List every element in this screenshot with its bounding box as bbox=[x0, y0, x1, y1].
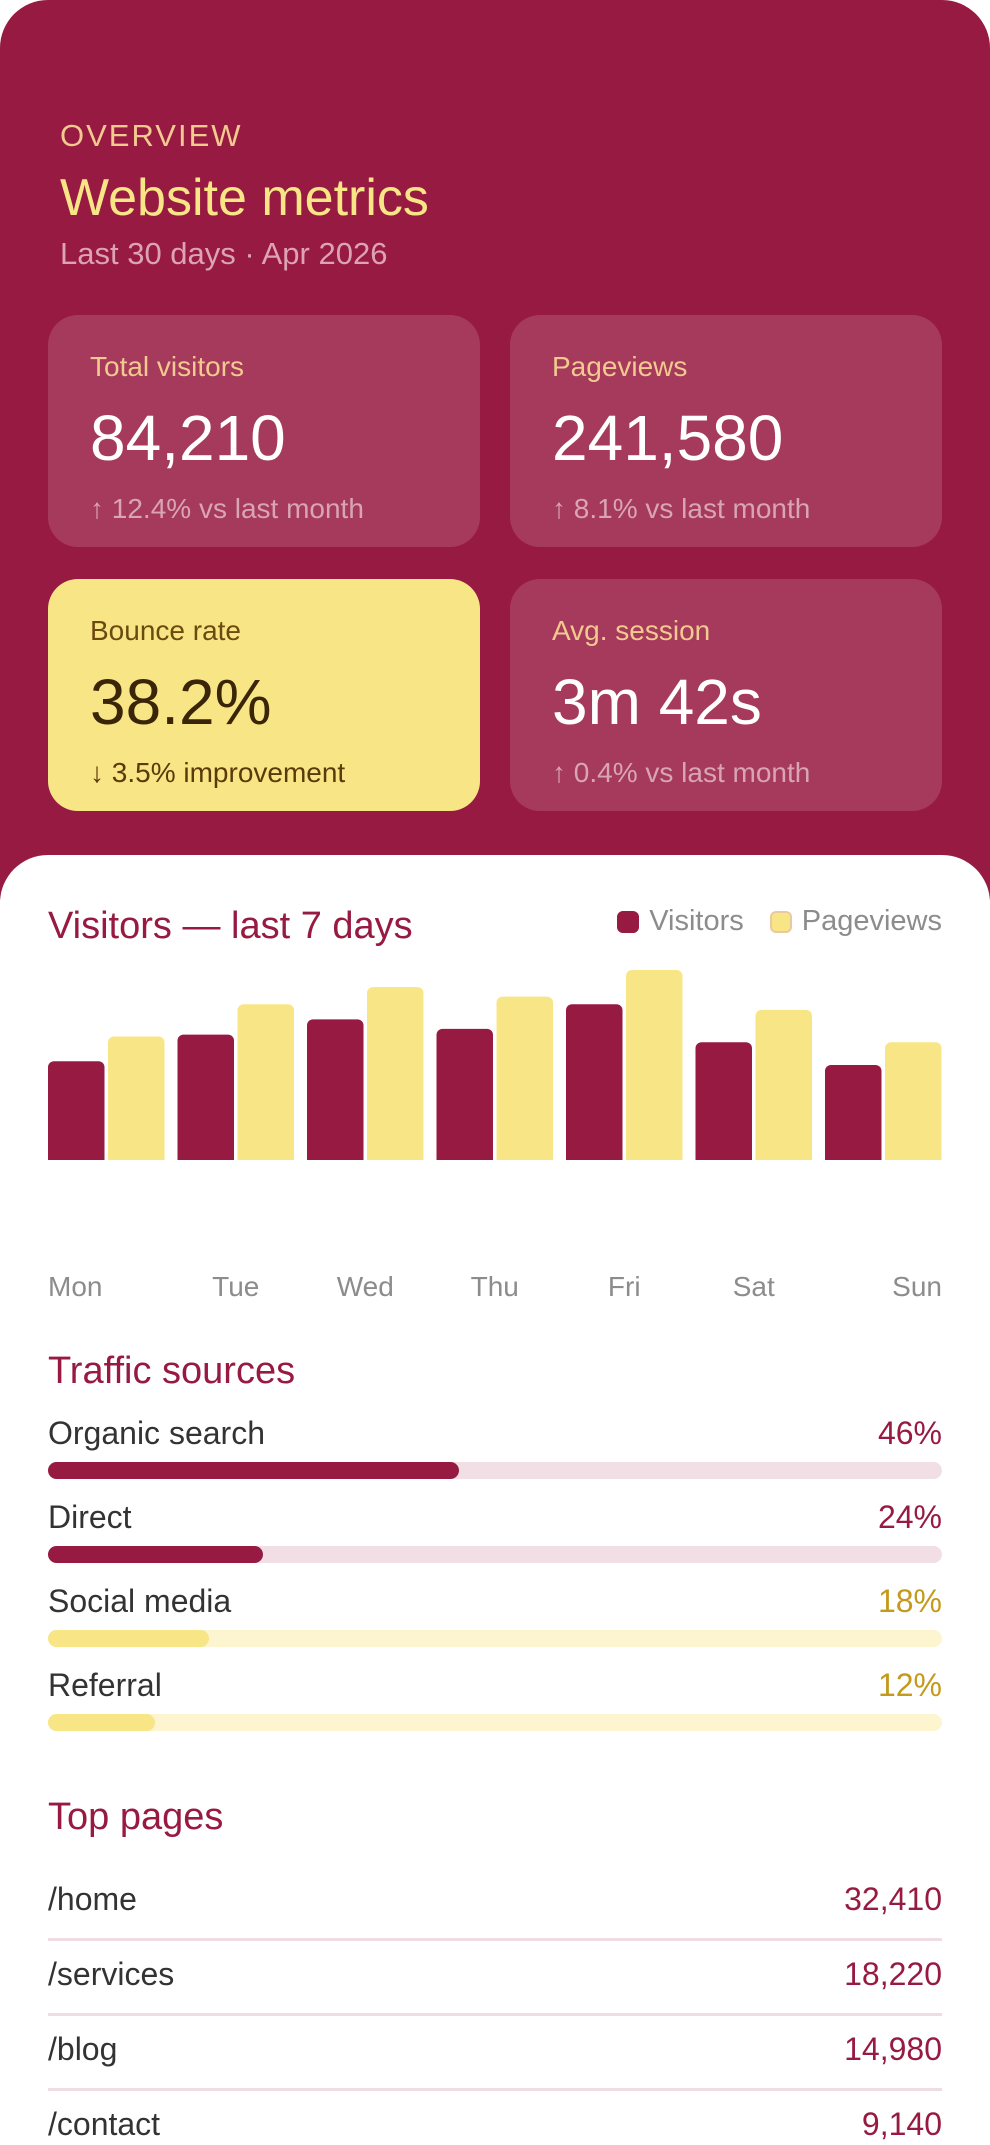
details-sheet: Visitors — last 7 days Visitors Pageview… bbox=[0, 855, 990, 2145]
source-percent: 24% bbox=[877, 1499, 942, 1535]
bar-visitors-sun bbox=[825, 1065, 882, 1160]
legend-label: Pageviews bbox=[801, 905, 942, 937]
traffic-source-row: Referral 12% bbox=[48, 1667, 942, 1731]
date-range-label: Last 30 days · Apr 2026 bbox=[60, 236, 388, 271]
page-count: 18,220 bbox=[844, 1956, 942, 1992]
stat-card-bounce-rate[interactable]: Bounce rate 38.2% ↓ 3.5% improvement bbox=[48, 579, 480, 811]
legend-swatch-pageviews bbox=[769, 910, 792, 933]
bar-pageviews-sun bbox=[885, 1042, 942, 1160]
stat-value: 3m 42s bbox=[552, 666, 762, 738]
bar-pageviews-fri bbox=[626, 970, 683, 1160]
source-name: Direct bbox=[48, 1499, 132, 1535]
source-progress-fill bbox=[48, 1630, 209, 1647]
stat-label: Total visitors bbox=[90, 351, 245, 382]
bar-visitors-wed bbox=[307, 1019, 364, 1160]
page-path: /home bbox=[48, 1881, 137, 1917]
stat-label: Bounce rate bbox=[90, 615, 241, 646]
chart-title: Visitors — last 7 days bbox=[48, 905, 413, 947]
source-percent: 12% bbox=[877, 1667, 942, 1703]
overview-header: OVERVIEW Website metrics Last 30 days · … bbox=[0, 0, 990, 900]
legend-item-visitors: Visitors bbox=[617, 905, 744, 938]
top-pages-title: Top pages bbox=[48, 1796, 224, 1838]
eyebrow-label: OVERVIEW bbox=[60, 118, 243, 153]
stat-label: Pageviews bbox=[552, 351, 688, 382]
traffic-source-row: Organic search 46% bbox=[48, 1415, 942, 1479]
source-progress-fill bbox=[48, 1546, 263, 1563]
source-progress-track bbox=[48, 1546, 942, 1563]
bar-pageviews-sat bbox=[755, 1009, 812, 1160]
source-progress-fill bbox=[48, 1462, 460, 1479]
page-count: 32,410 bbox=[844, 1881, 942, 1917]
page-count: 9,140 bbox=[861, 2106, 942, 2142]
page-title: Website metrics bbox=[60, 169, 429, 227]
source-progress-fill bbox=[48, 1714, 156, 1731]
bar-pageviews-wed bbox=[367, 987, 424, 1160]
source-name: Social media bbox=[48, 1583, 232, 1619]
stat-label: Avg. session bbox=[552, 615, 711, 646]
source-name: Organic search bbox=[48, 1415, 265, 1451]
legend-item-pageviews: Pageviews bbox=[769, 905, 942, 938]
traffic-sources-title: Traffic sources bbox=[48, 1350, 296, 1392]
chart-legend: Visitors Pageviews bbox=[617, 905, 942, 938]
page-path: /blog bbox=[48, 2031, 118, 2067]
source-percent: 46% bbox=[877, 1415, 942, 1451]
traffic-source-row: Social media 18% bbox=[48, 1583, 942, 1647]
x-tick-label: Thu bbox=[470, 1271, 519, 1302]
bar-visitors-mon bbox=[48, 1061, 105, 1160]
source-progress-track bbox=[48, 1714, 942, 1731]
page-path: /contact bbox=[48, 2106, 161, 2142]
stat-value: 241,580 bbox=[552, 402, 784, 474]
top-page-row[interactable]: /home 32,410 bbox=[48, 1863, 942, 1941]
stat-card-pageviews[interactable]: Pageviews 241,580 ↑ 8.1% vs last month bbox=[510, 315, 942, 547]
stat-value: 38.2% bbox=[90, 666, 272, 738]
stat-card-avg-session[interactable]: Avg. session 3m 42s ↑ 0.4% vs last month bbox=[510, 579, 942, 811]
traffic-source-row: Direct 24% bbox=[48, 1499, 942, 1563]
x-tick-label: Sat bbox=[732, 1271, 775, 1302]
stat-delta: ↑ 8.1% vs last month bbox=[552, 493, 811, 524]
stat-value: 84,210 bbox=[90, 402, 286, 474]
bar-pageviews-tue bbox=[237, 1004, 294, 1160]
source-percent: 18% bbox=[877, 1583, 942, 1619]
x-tick-label: Mon bbox=[48, 1271, 103, 1302]
source-progress-track bbox=[48, 1630, 942, 1647]
x-tick-label: Fri bbox=[607, 1271, 641, 1302]
x-tick-label: Wed bbox=[336, 1271, 394, 1302]
top-page-row[interactable]: /services 18,220 bbox=[48, 1938, 942, 2016]
bar-visitors-fri bbox=[566, 1004, 623, 1160]
stat-card-total-visitors[interactable]: Total visitors 84,210 ↑ 12.4% vs last mo… bbox=[48, 315, 480, 547]
visitors-bar-chart bbox=[48, 970, 942, 1160]
bar-visitors-tue bbox=[177, 1034, 234, 1160]
bar-visitors-thu bbox=[436, 1028, 493, 1160]
source-progress-track bbox=[48, 1462, 942, 1479]
page-path: /services bbox=[48, 1956, 175, 1992]
page-count: 14,980 bbox=[844, 2031, 942, 2067]
x-tick-label: Sun bbox=[892, 1271, 942, 1302]
source-name: Referral bbox=[48, 1667, 162, 1703]
stat-delta: ↓ 3.5% improvement bbox=[90, 757, 346, 788]
x-tick-label: Tue bbox=[212, 1271, 260, 1302]
top-page-row[interactable]: /blog 14,980 bbox=[48, 2013, 942, 2091]
legend-swatch-visitors bbox=[617, 910, 640, 933]
legend-label: Visitors bbox=[649, 905, 744, 937]
stat-delta: ↑ 12.4% vs last month bbox=[90, 493, 364, 524]
bar-pageviews-thu bbox=[496, 996, 553, 1160]
top-page-row[interactable]: /contact 9,140 bbox=[48, 2088, 942, 2145]
bar-pageviews-mon bbox=[108, 1036, 165, 1160]
stat-delta: ↑ 0.4% vs last month bbox=[552, 757, 811, 788]
bar-visitors-sat bbox=[695, 1042, 752, 1160]
